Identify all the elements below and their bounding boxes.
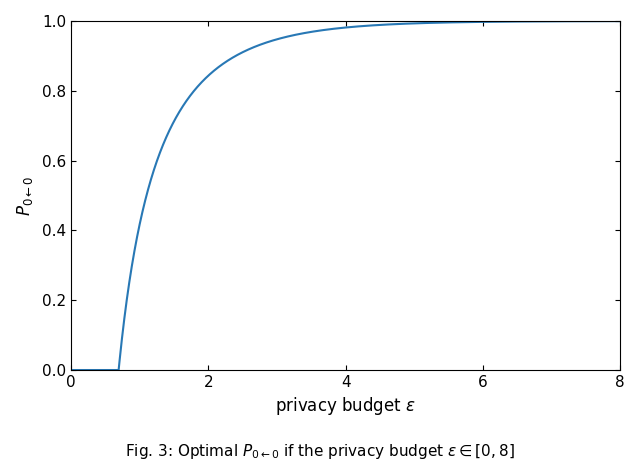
Text: Fig. 3: Optimal $P_{0\leftarrow 0}$ if the privacy budget $\epsilon \in [0, 8]$: Fig. 3: Optimal $P_{0\leftarrow 0}$ if t…	[125, 442, 515, 461]
X-axis label: privacy budget $\epsilon$: privacy budget $\epsilon$	[275, 395, 416, 418]
Y-axis label: $P_{0 \leftarrow 0}$: $P_{0 \leftarrow 0}$	[15, 175, 35, 216]
